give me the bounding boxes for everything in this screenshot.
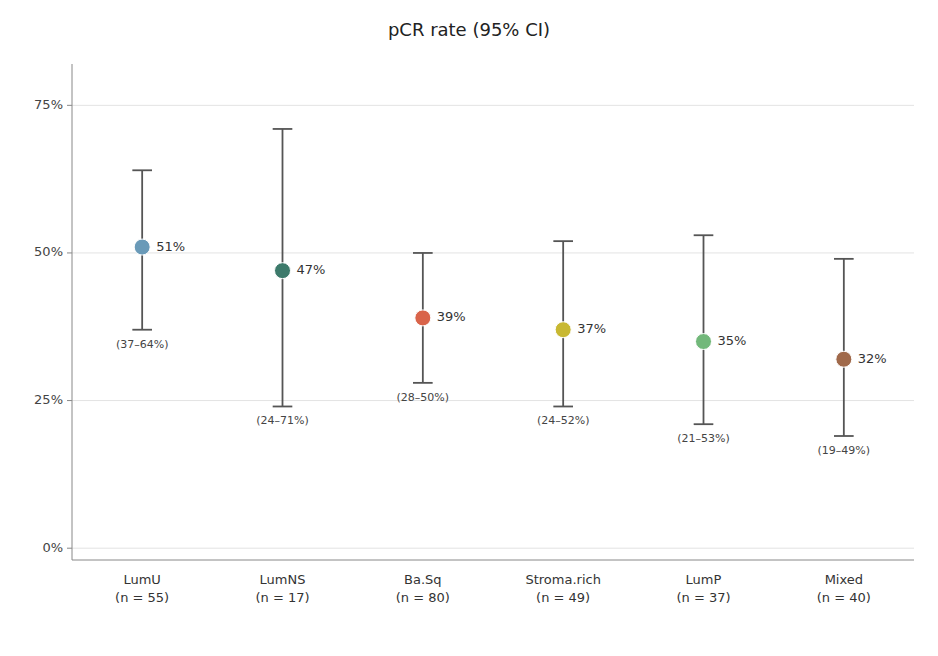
y-tick-label: 25%: [34, 392, 63, 407]
x-tick-label: Mixed (n = 40): [817, 572, 871, 605]
y-axis-line: [72, 64, 73, 560]
y-tick: [67, 548, 72, 549]
y-tick: [67, 400, 72, 401]
x-tick-label-line: Ba.Sq: [404, 572, 442, 587]
error-cap-low: [413, 382, 433, 384]
data-label: 39%: [437, 309, 466, 324]
dot: [836, 351, 852, 367]
ci-label: (28–50%): [397, 391, 450, 404]
x-tick-label: LumNS (n = 17): [255, 572, 309, 605]
error-cap-low: [132, 329, 152, 331]
labels: 51% (37–64%) 47% (24–71%) 39% (28–50%) 37% (24–…: [116, 239, 887, 457]
title: pCR rate (95% CI): [388, 19, 550, 40]
x-axis-line: [72, 560, 914, 561]
grid-line: [72, 252, 914, 253]
x-tick-label-line: (n = 49): [536, 590, 590, 605]
grid-line: [72, 548, 914, 549]
y-tick: [67, 105, 72, 106]
x-tick-label-line: LumP: [686, 572, 722, 587]
x-tick-label-line: LumU: [123, 572, 160, 587]
x-tick-label-line: LumNS: [260, 572, 306, 587]
error-cap-low: [694, 423, 714, 425]
x-tick-label: LumP (n = 37): [676, 572, 730, 605]
x-tick-label-line: (n = 17): [255, 590, 309, 605]
ci-label: (19–49%): [818, 444, 871, 457]
error-cap-high: [694, 234, 714, 236]
error-cap-low: [273, 406, 293, 408]
y-tick-label: 0%: [42, 540, 63, 555]
error-cap-low: [834, 435, 854, 437]
grid: [72, 105, 914, 548]
dot: [555, 322, 571, 338]
data-label: 32%: [858, 351, 887, 366]
x-tick-label-line: Stroma.rich: [525, 572, 600, 587]
ci-label: (37–64%): [116, 338, 169, 351]
y-tick-label: 50%: [34, 244, 63, 259]
x-tick-label-line: (n = 40): [817, 590, 871, 605]
error-cap-high: [132, 169, 152, 171]
ci-label: (24–71%): [256, 414, 309, 427]
error-cap-high: [553, 240, 573, 242]
grid-line: [72, 400, 914, 401]
error-bar: [843, 259, 845, 436]
error-bar: [703, 235, 705, 424]
dot: [415, 310, 431, 326]
data-label: 51%: [156, 239, 185, 254]
error-cap-low: [553, 406, 573, 408]
x-tick-label-line: (n = 80): [396, 590, 450, 605]
ci-label: (24–52%): [537, 414, 590, 427]
x-tick-label-line: Mixed: [825, 572, 863, 587]
marks: [132, 129, 853, 436]
data-label: 37%: [577, 321, 606, 336]
data-label: 35%: [718, 333, 747, 348]
x-tick-label: LumU (n = 55): [115, 572, 169, 605]
chart: pCR rate (95% CI) 0% 25% 50% 75% 51% (37–64%) 4…: [0, 0, 938, 656]
error-cap-high: [413, 252, 433, 254]
y-tick: [67, 252, 72, 253]
error-cap-high: [834, 258, 854, 260]
y-tick-label: 75%: [34, 97, 63, 112]
x-tick-label: Stroma.rich (n = 49): [525, 572, 600, 605]
dot: [134, 239, 150, 255]
data-label: 47%: [297, 262, 326, 277]
ci-label: (21–53%): [677, 432, 730, 445]
dot: [275, 263, 291, 279]
x-tick-label-line: (n = 37): [676, 590, 730, 605]
grid-line: [72, 105, 914, 106]
x-tick-label-line: (n = 55): [115, 590, 169, 605]
error-cap-high: [273, 128, 293, 130]
x-tick-label: Ba.Sq (n = 80): [396, 572, 450, 605]
dot: [696, 334, 712, 350]
